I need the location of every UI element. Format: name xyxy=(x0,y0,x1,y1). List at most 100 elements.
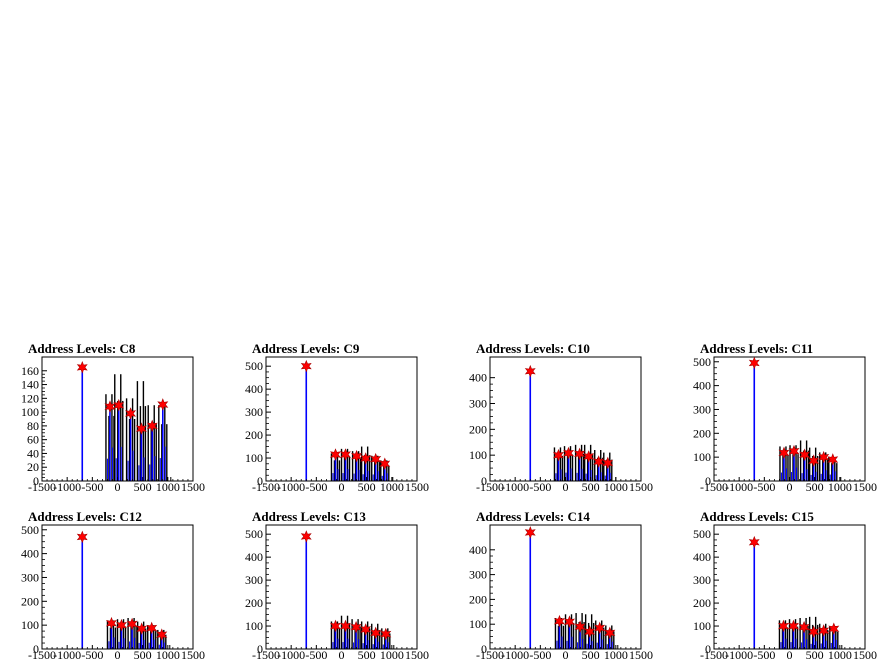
x-tick-label: -1500 xyxy=(700,648,728,662)
peak-marker xyxy=(524,364,536,378)
y-tick-label: 0 xyxy=(705,642,711,656)
x-tick-label: -1000 xyxy=(277,648,305,662)
x-tick-label: -1000 xyxy=(277,480,305,494)
y-tick-label: 200 xyxy=(693,596,711,610)
peak-marker xyxy=(300,359,312,373)
chart-title: Address Levels: C12 xyxy=(28,509,142,524)
peak-marker xyxy=(594,621,606,635)
y-tick-label: 60 xyxy=(27,433,39,447)
chart-title: Address Levels: C8 xyxy=(28,341,136,356)
x-tick-label: 1000 xyxy=(828,648,852,662)
peak-marker xyxy=(584,625,596,638)
x-tick-label: 1000 xyxy=(156,480,180,494)
x-tick-label: -500 xyxy=(81,648,103,662)
x-tick-label: 500 xyxy=(582,480,600,494)
peak-marker xyxy=(146,419,158,433)
y-tick-label: 0 xyxy=(257,474,263,488)
y-tick-label: 80 xyxy=(27,419,39,433)
peak-marker xyxy=(828,622,840,636)
peak-marker xyxy=(340,448,352,461)
chart-panel-2: Address Levels: C10 0 100 200 300 400 -1500-10… xyxy=(469,341,653,494)
peak-marker xyxy=(574,620,586,634)
y-tick-label: 300 xyxy=(693,402,711,416)
x-tick-label: -500 xyxy=(529,480,551,494)
y-tick-label: 500 xyxy=(245,527,263,541)
chart-title: Address Levels: C15 xyxy=(700,509,814,524)
x-tick-label: 500 xyxy=(582,648,600,662)
x-tick-label: 1500 xyxy=(181,648,205,662)
peak-marker xyxy=(104,400,116,413)
y-tick-label: 100 xyxy=(21,405,39,419)
x-tick-label: 500 xyxy=(134,648,152,662)
peak-marker xyxy=(593,455,605,468)
peak-marker xyxy=(370,626,382,640)
x-tick-label: -1500 xyxy=(28,648,56,662)
x-tick-label: 1500 xyxy=(405,648,429,662)
peak-marker xyxy=(350,620,362,634)
x-tick-label: -1000 xyxy=(53,480,81,494)
chart-title: Address Levels: C14 xyxy=(476,509,590,524)
peak-marker xyxy=(379,457,391,471)
peak-marker xyxy=(340,619,352,633)
x-tick-label: 0 xyxy=(787,480,793,494)
peak-marker xyxy=(818,624,830,637)
peak-marker xyxy=(808,454,820,467)
chart-title: Address Levels: C13 xyxy=(252,509,366,524)
x-tick-label: 0 xyxy=(339,480,345,494)
y-tick-label: 400 xyxy=(693,550,711,564)
x-tick-label: 0 xyxy=(339,648,345,662)
peak-marker xyxy=(574,447,586,461)
chart-panel-1: Address Levels: C90100200300400500-1500-… xyxy=(245,341,429,494)
peak-marker xyxy=(300,530,312,543)
x-tick-label: -500 xyxy=(753,480,775,494)
y-tick-label: 100 xyxy=(245,451,263,465)
peak-marker xyxy=(748,535,760,549)
y-tick-label: 140 xyxy=(21,378,39,392)
peak-marker xyxy=(777,619,789,633)
y-tick-label: 200 xyxy=(693,426,711,440)
x-tick-label: 1500 xyxy=(405,480,429,494)
peak-marker xyxy=(146,621,158,635)
peak-marker xyxy=(799,448,811,462)
y-tick-label: 300 xyxy=(693,573,711,587)
x-tick-label: 1000 xyxy=(604,480,628,494)
x-tick-label: -1000 xyxy=(501,648,529,662)
peak-marker xyxy=(602,456,614,470)
y-tick-label: 100 xyxy=(245,619,263,633)
chart-panel-4: Address Levels: C12 0 100 200 300 400 500 -1500… xyxy=(21,509,205,662)
peak-marker xyxy=(818,450,830,464)
x-tick-label: -500 xyxy=(529,648,551,662)
x-tick-label: 1000 xyxy=(380,480,404,494)
peak-marker xyxy=(329,448,341,461)
x-tick-label: -1000 xyxy=(53,648,81,662)
y-tick-label: 200 xyxy=(469,592,487,606)
y-tick-label: 100 xyxy=(693,450,711,464)
peak-marker xyxy=(360,623,372,636)
x-tick-label: 1500 xyxy=(853,480,877,494)
peak-marker xyxy=(798,620,810,634)
y-tick-label: 0 xyxy=(33,474,39,488)
chart-panel-6: Address Levels: C14 0 100 200 300 400 -1500-10… xyxy=(469,509,653,662)
y-tick-label: 500 xyxy=(693,355,711,369)
x-tick-label: 500 xyxy=(806,648,824,662)
x-tick-label: 500 xyxy=(134,480,152,494)
y-tick-label: 300 xyxy=(469,568,487,582)
x-tick-label: -1500 xyxy=(476,648,504,662)
peak-marker xyxy=(156,628,168,642)
peak-marker xyxy=(370,452,382,466)
y-tick-label: 200 xyxy=(245,596,263,610)
x-tick-label: 0 xyxy=(563,648,569,662)
peak-marker xyxy=(583,450,595,463)
x-tick-label: 1000 xyxy=(156,648,180,662)
x-tick-label: 1000 xyxy=(604,648,628,662)
y-tick-label: 100 xyxy=(693,619,711,633)
x-tick-label: 0 xyxy=(787,648,793,662)
peak-marker xyxy=(135,422,147,435)
y-tick-label: 400 xyxy=(469,371,487,385)
x-tick-label: 500 xyxy=(358,480,376,494)
x-tick-label: -1500 xyxy=(252,648,280,662)
x-tick-label: -500 xyxy=(81,480,103,494)
x-tick-label: -1500 xyxy=(252,480,280,494)
x-tick-label: -1000 xyxy=(501,480,529,494)
